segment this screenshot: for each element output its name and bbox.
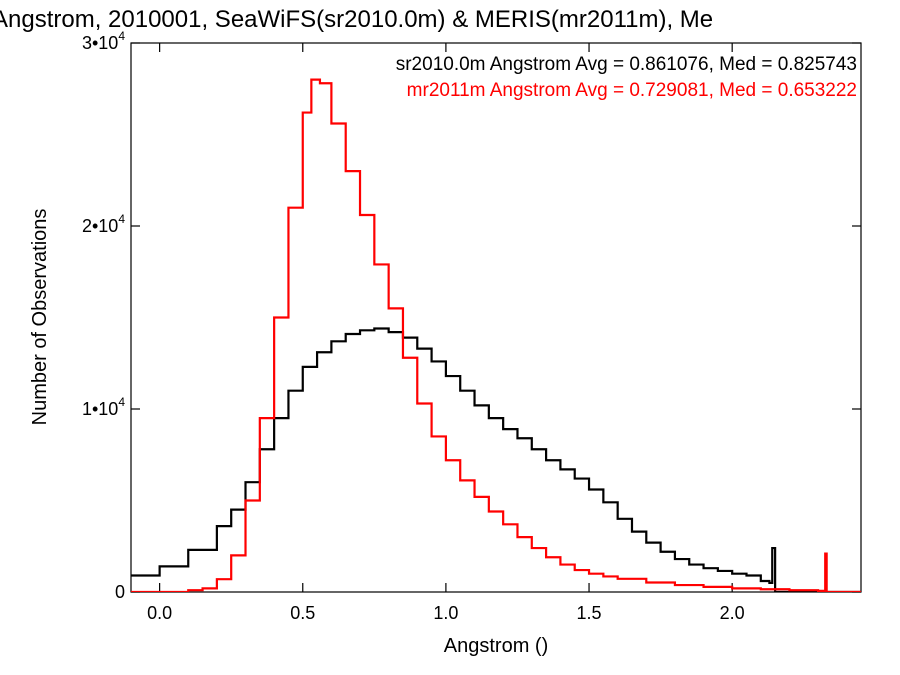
x-tick-label: 1.5: [577, 603, 602, 623]
y-tick-label-exponent: 4: [118, 29, 125, 43]
y-tick-label-base: 1•10: [82, 399, 118, 419]
chart-title: Angstrom, 2010001, SeaWiFS(sr2010.0m) & …: [0, 6, 713, 33]
y-tick-label-base: 2•10: [82, 216, 118, 236]
y-tick-label-exponent: 4: [118, 395, 125, 409]
y-axis-label: Number of Observations: [29, 209, 51, 426]
y-tick-label: 1•104: [82, 395, 125, 419]
y-tick-label-base: 0: [115, 582, 125, 602]
x-tick-label: 2.0: [720, 603, 745, 623]
y-tick-label: 2•104: [82, 212, 125, 236]
y-tick-label: 0: [115, 582, 125, 602]
x-axis-label: Angstrom (): [444, 635, 548, 657]
y-tick-label: 3•104: [82, 29, 125, 53]
series-layer: [131, 78, 861, 592]
x-axis-ticks: 0.0 0.5 1.0 1.5 2.0: [147, 43, 745, 623]
legend-entry-2: mr2011m Angstrom Avg = 0.729081, Med = 0…: [407, 80, 857, 101]
legend-entry-1: sr2010.0m Angstrom Avg = 0.861076, Med =…: [396, 54, 857, 75]
plot-frame: [130, 42, 862, 593]
x-tick-label: 0.5: [290, 603, 315, 623]
x-tick-label: 0.0: [147, 603, 172, 623]
series-line-2: [131, 78, 861, 592]
legend: sr2010.0m Angstrom Avg = 0.861076, Med =…: [396, 54, 857, 101]
y-tick-label-exponent: 4: [118, 212, 125, 226]
y-tick-label-base: 3•10: [82, 33, 118, 53]
x-tick-label: 1.0: [433, 603, 458, 623]
series-line-1: [131, 327, 861, 592]
